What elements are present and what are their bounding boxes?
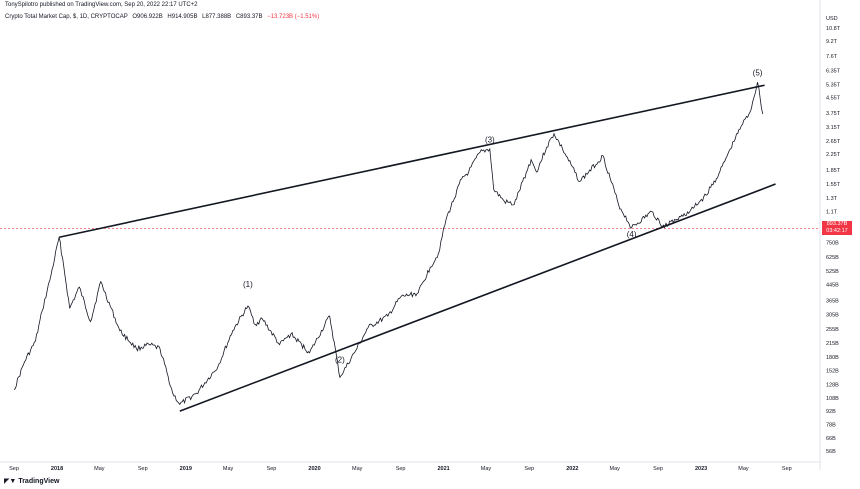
change-value: −13.723B (−1.51%) xyxy=(267,14,320,20)
y-tick-label: 625B xyxy=(826,255,839,261)
x-tick-label: May xyxy=(94,466,105,472)
x-tick-label: May xyxy=(738,466,749,472)
price-tag-countdown: 03:42:17 xyxy=(826,228,848,235)
tradingview-logo[interactable]: ◤▼ TradingView xyxy=(4,477,59,485)
x-tick-label: 2018 xyxy=(51,466,63,472)
y-tick-label: 7.6T xyxy=(826,54,838,60)
price-tag: 893.37B 03:42:17 xyxy=(822,221,852,236)
y-tick-label: 255B xyxy=(826,327,839,333)
wave-annotations: (1) (2) (3) (4) (5) xyxy=(243,68,763,364)
x-tick-label: May xyxy=(223,466,234,472)
wave-label: (5) xyxy=(753,68,763,77)
y-tick-label: 92B xyxy=(826,409,836,415)
y-tick-label: 3.15T xyxy=(826,125,841,131)
close-value: C893.37B xyxy=(235,14,263,20)
x-tick-label: 2023 xyxy=(695,466,707,472)
y-axis-ticks: 10.8T 9.2T 7.6T 6.35T 5.35T 4.55T 3.75T 3.15T 2.… xyxy=(826,26,841,455)
symbol-name: Crypto Total Market Cap, $, 1D, CRYPTOCA… xyxy=(5,14,128,20)
high-value: H914.905B xyxy=(167,14,198,20)
y-tick-label: 1.85T xyxy=(826,168,841,174)
series-line xyxy=(664,82,764,227)
wave-label: (2) xyxy=(335,356,345,365)
x-axis-ticks: Sep 2018 May Sep 2019 May Sep 2020 May Sep 2021 May… xyxy=(9,466,792,472)
x-tick-label: Sep xyxy=(396,466,406,472)
y-tick-label: 78B xyxy=(826,422,836,428)
y-tick-label: 1.55T xyxy=(826,182,841,188)
low-value: L877.388B xyxy=(202,14,232,20)
open-value: O906.922B xyxy=(132,14,163,20)
y-tick-label: 305B xyxy=(826,313,839,319)
y-tick-label: 108B xyxy=(826,396,839,402)
x-tick-label: 2022 xyxy=(566,466,578,472)
y-tick-label: 525B xyxy=(826,269,839,275)
y-tick-label: 1.3T xyxy=(826,196,838,202)
y-tick-label: 445B xyxy=(826,282,839,288)
y-tick-label: 66B xyxy=(826,436,836,442)
y-tick-label: 152B xyxy=(826,369,839,375)
x-tick-label: 2019 xyxy=(180,466,192,472)
trendlines xyxy=(58,84,776,412)
x-tick-label: Sep xyxy=(653,466,663,472)
y-tick-label: 9.2T xyxy=(826,39,838,45)
publisher-line: TonySpilotro published on TradingView.co… xyxy=(5,2,198,8)
y-tick-label: 215B xyxy=(826,341,839,347)
wave-label: (1) xyxy=(243,280,253,289)
x-tick-label: Sep xyxy=(782,466,792,472)
y-tick-label: 3.75T xyxy=(826,111,841,117)
x-tick-label: Sep xyxy=(138,466,148,472)
y-tick-label: 2.65T xyxy=(826,139,841,145)
lower-channel-line xyxy=(179,183,776,412)
tradingview-logo-icon: ◤▼ xyxy=(4,478,17,485)
y-tick-label: 128B xyxy=(826,383,839,389)
x-tick-label: Sep xyxy=(524,466,534,472)
y-tick-label: 750B xyxy=(826,240,839,246)
y-tick-label: 56B xyxy=(826,449,836,455)
x-tick-label: May xyxy=(481,466,492,472)
upper-channel-line xyxy=(58,84,765,239)
y-tick-label: 5.35T xyxy=(826,82,841,88)
x-tick-label: 2021 xyxy=(437,466,449,472)
symbol-legend: Crypto Total Market Cap, $, 1D, CRYPTOCA… xyxy=(5,14,322,20)
y-tick-label: 365B xyxy=(826,298,839,304)
y-axis-unit: USD xyxy=(826,16,838,22)
series-line xyxy=(13,132,666,406)
y-tick-label: 180B xyxy=(826,355,839,361)
logo-text: TradingView xyxy=(18,478,60,485)
wave-label: (4) xyxy=(627,230,637,239)
x-tick-label: May xyxy=(352,466,363,472)
price-tag-value: 893.37B xyxy=(826,221,848,228)
x-tick-label: Sep xyxy=(267,466,277,472)
y-tick-label: 4.55T xyxy=(826,95,841,101)
x-tick-label: May xyxy=(609,466,620,472)
x-tick-label: Sep xyxy=(9,466,19,472)
y-tick-label: 10.8T xyxy=(826,26,841,32)
y-tick-label: 1.1T xyxy=(826,210,838,216)
y-tick-label: 2.25T xyxy=(826,152,841,158)
price-series xyxy=(13,82,764,406)
wave-label: (3) xyxy=(485,135,495,144)
x-tick-label: 2020 xyxy=(308,466,320,472)
y-tick-label: 6.35T xyxy=(826,69,841,75)
